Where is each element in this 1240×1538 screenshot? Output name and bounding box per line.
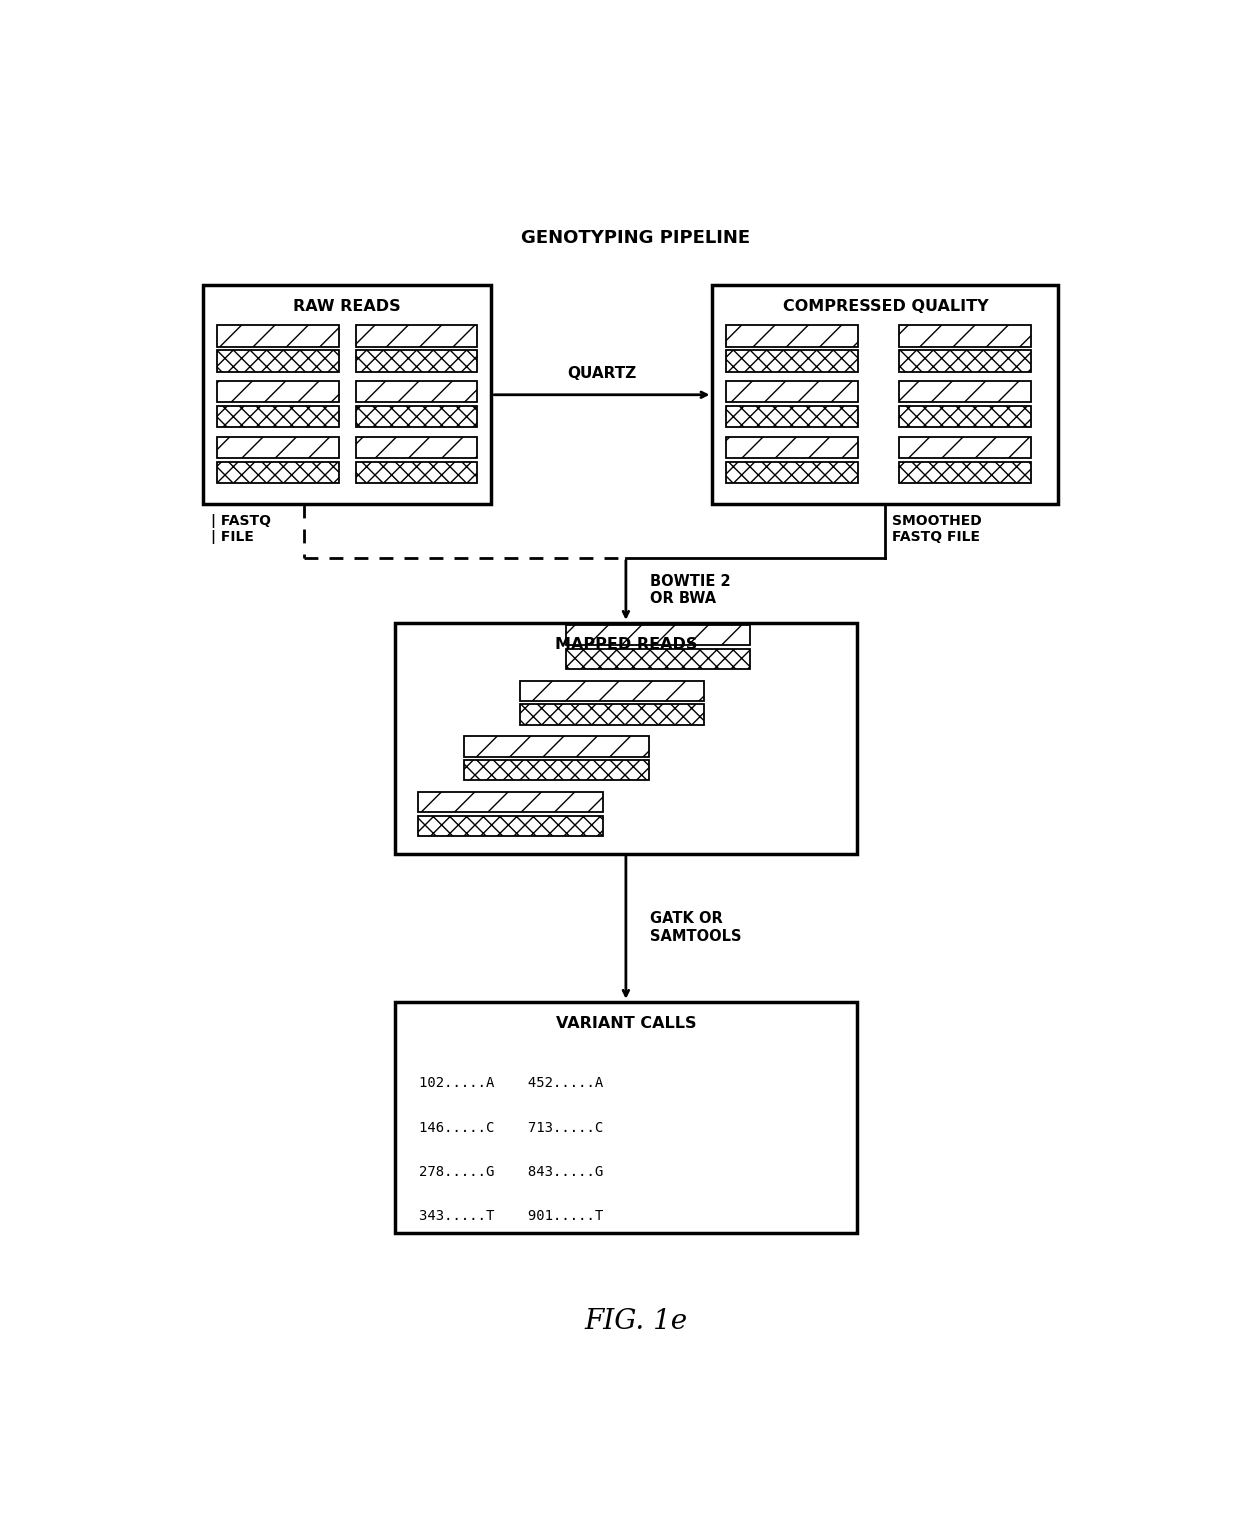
Bar	[217, 381, 339, 403]
Bar	[727, 326, 858, 346]
Bar	[465, 737, 649, 757]
Text: COMPRESSED QUALITY: COMPRESSED QUALITY	[782, 300, 988, 314]
Bar	[712, 285, 1058, 504]
Bar	[396, 623, 857, 854]
Bar	[899, 461, 1030, 483]
Text: GENOTYPING PIPELINE: GENOTYPING PIPELINE	[521, 229, 750, 248]
Text: QUARTZ: QUARTZ	[567, 366, 636, 380]
Bar	[356, 461, 477, 483]
Bar	[356, 406, 477, 428]
Text: 343.....T    901.....T: 343.....T 901.....T	[419, 1209, 604, 1223]
Text: 146.....C    713.....C: 146.....C 713.....C	[419, 1121, 604, 1135]
Bar	[899, 326, 1030, 346]
Text: 102.....A    452.....A: 102.....A 452.....A	[419, 1077, 604, 1090]
Bar	[727, 351, 858, 372]
Text: FIG. 1e: FIG. 1e	[584, 1307, 687, 1335]
Bar	[520, 704, 704, 724]
Bar	[727, 437, 858, 458]
Bar	[465, 760, 649, 780]
Bar	[899, 381, 1030, 403]
Bar	[899, 406, 1030, 428]
Bar	[418, 815, 603, 837]
Bar	[727, 406, 858, 428]
Bar	[356, 381, 477, 403]
Text: | FASTQ
| FILE: | FASTQ | FILE	[211, 514, 270, 544]
Text: MAPPED READS: MAPPED READS	[554, 637, 697, 652]
Bar	[217, 351, 339, 372]
Bar	[418, 792, 603, 812]
Bar	[356, 351, 477, 372]
Bar	[217, 326, 339, 346]
Bar	[565, 649, 750, 669]
Bar	[217, 406, 339, 428]
Text: RAW READS: RAW READS	[294, 300, 401, 314]
Bar	[396, 1001, 857, 1232]
Text: 278.....G    843.....G: 278.....G 843.....G	[419, 1164, 604, 1180]
Bar	[217, 437, 339, 458]
Bar	[727, 461, 858, 483]
Bar	[217, 461, 339, 483]
Bar	[727, 381, 858, 403]
Bar	[520, 681, 704, 701]
Bar	[899, 437, 1030, 458]
Text: SMOOTHED
FASTQ FILE: SMOOTHED FASTQ FILE	[893, 514, 982, 544]
Text: BOWTIE 2
OR BWA: BOWTIE 2 OR BWA	[650, 574, 730, 606]
Text: VARIANT CALLS: VARIANT CALLS	[556, 1017, 696, 1030]
Bar	[356, 437, 477, 458]
Bar	[356, 326, 477, 346]
Bar	[203, 285, 491, 504]
Bar	[565, 624, 750, 646]
Bar	[899, 351, 1030, 372]
Text: GATK OR
SAMTOOLS: GATK OR SAMTOOLS	[650, 912, 742, 944]
